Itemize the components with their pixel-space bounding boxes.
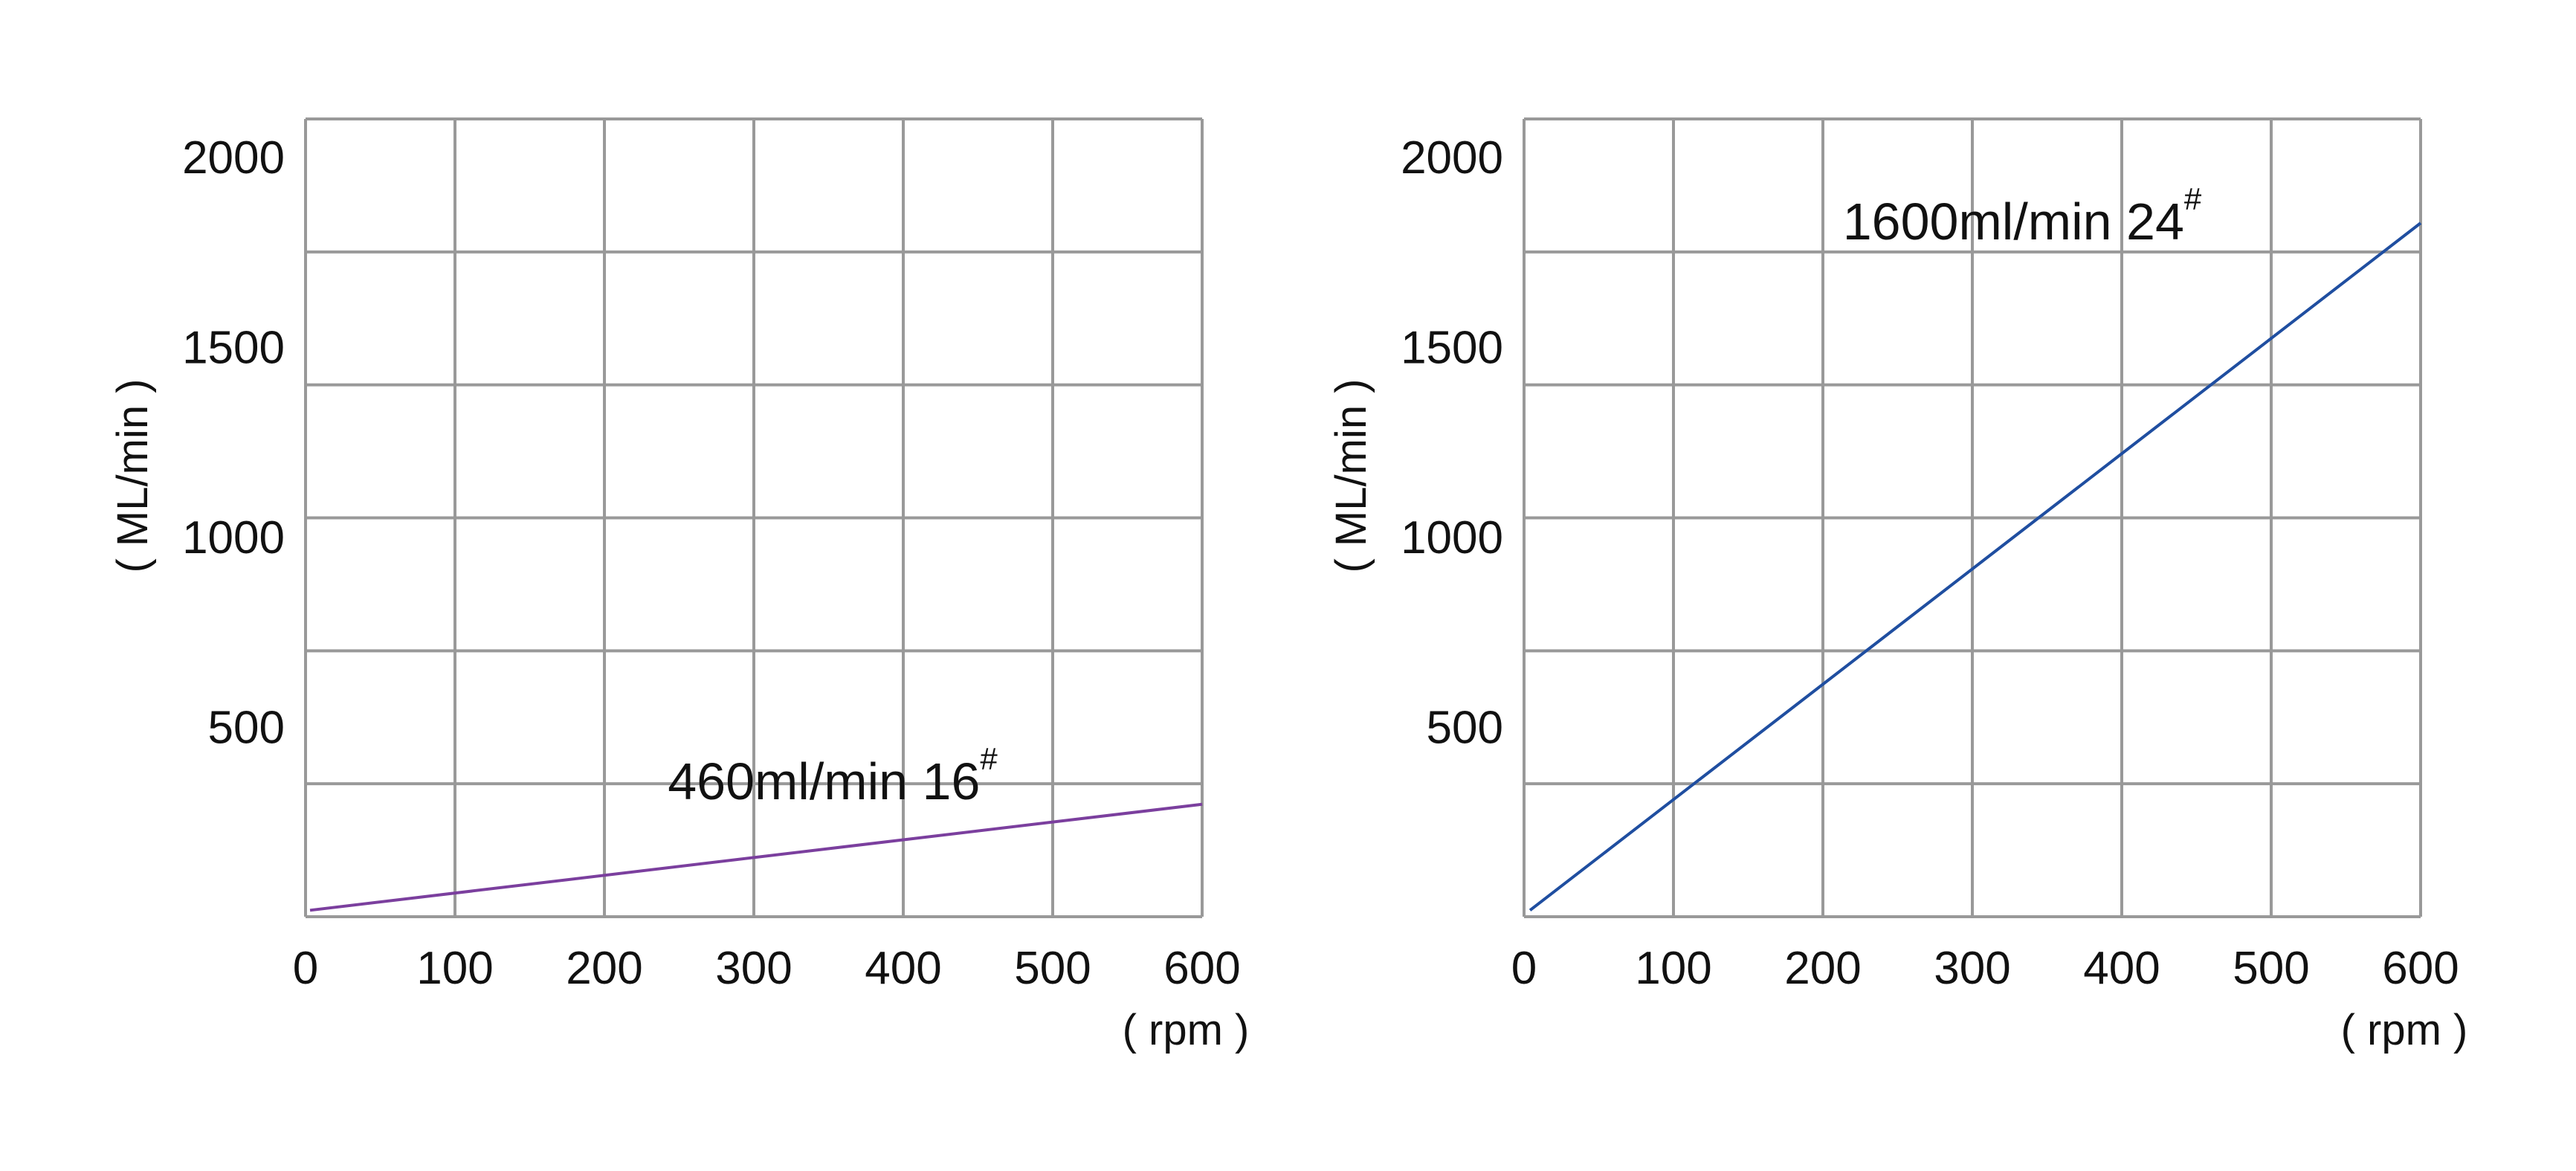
y-tick-label: 500 (208, 703, 285, 754)
x-tick-label: 600 (2382, 943, 2459, 994)
x-tick-label: 0 (293, 943, 318, 994)
x-tick-label: 100 (1635, 943, 1711, 994)
x-tick-label: 500 (1014, 943, 1091, 994)
x-tick-label: 600 (1163, 943, 1240, 994)
x-tick-label: 300 (1934, 943, 2010, 994)
series-annotation: 460ml/min 16# (668, 741, 998, 810)
x-tick-label: 0 (1511, 943, 1537, 994)
right-chart: 0 100 200 300 400 500 600 500 1000 1500 2000 ( rpm … (1327, 117, 2468, 1054)
left-chart: 0 100 200 300 400 500 600 500 1000 1500 2000 ( rpm … (109, 117, 1250, 1054)
y-tick-label: 1500 (1401, 323, 1503, 374)
x-tick-label: 400 (2083, 943, 2160, 994)
y-axis-label: ( ML/min ) (1327, 379, 1375, 573)
x-tick-label: 200 (566, 943, 642, 994)
y-tick-label: 1500 (182, 323, 285, 374)
series-annotation: 1600ml/min 24# (1843, 181, 2202, 251)
x-tick-label: 300 (715, 943, 792, 994)
series-line (309, 802, 1203, 912)
x-tick-label: 100 (416, 943, 493, 994)
y-axis-label: ( ML/min ) (109, 379, 157, 573)
x-tick-label: 200 (1784, 943, 1861, 994)
y-tick-label: 2000 (1401, 132, 1503, 184)
x-axis-label: ( rpm ) (1123, 1006, 1250, 1054)
series-line (1529, 222, 2422, 912)
annotation-text: 460ml/min 16 (668, 752, 980, 810)
x-axis-label: ( rpm ) (2341, 1006, 2468, 1054)
x-tick-label: 500 (2233, 943, 2309, 994)
y-tick-label: 1000 (182, 512, 285, 564)
annotation-superscript: # (980, 741, 998, 776)
y-tick-label: 500 (1427, 703, 1503, 754)
y-tick-label: 1000 (1401, 512, 1503, 564)
y-tick-label: 2000 (182, 132, 285, 184)
x-tick-label: 400 (865, 943, 941, 994)
annotation-text: 1600ml/min 24 (1843, 193, 2184, 251)
annotation-superscript: # (2184, 181, 2202, 216)
